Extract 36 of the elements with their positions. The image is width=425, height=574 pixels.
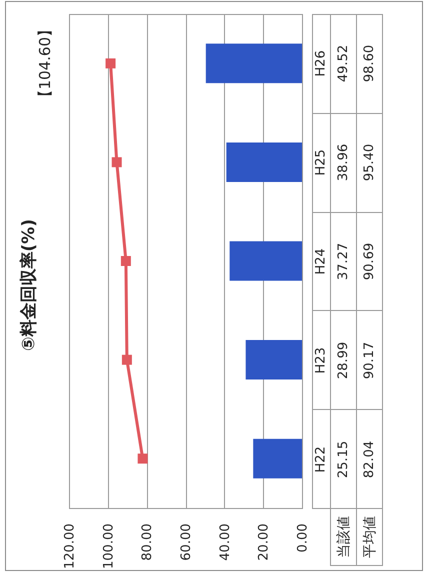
bar bbox=[206, 44, 302, 84]
bar bbox=[226, 142, 302, 182]
point bbox=[122, 354, 132, 365]
x-tick-label: 20.00 bbox=[256, 524, 272, 561]
point bbox=[138, 454, 148, 464]
point bbox=[112, 157, 122, 168]
y-tick-label: H25 bbox=[314, 150, 330, 176]
x-tick-label: 60.00 bbox=[179, 524, 194, 561]
data-label: 90.69 bbox=[362, 242, 377, 280]
x-tick-label: 0.00 bbox=[296, 524, 310, 552]
bar bbox=[230, 241, 302, 281]
bar bbox=[246, 340, 302, 380]
y-tick-label: H22 bbox=[314, 446, 330, 472]
data-label: 98.60 bbox=[362, 45, 377, 82]
data-label: 82.04 bbox=[362, 440, 377, 478]
data-label: 95.40 bbox=[362, 144, 377, 182]
bar bbox=[253, 438, 302, 478]
data-label: 28.99 bbox=[336, 342, 351, 379]
x-tick-label: 40.00 bbox=[218, 524, 233, 561]
y-tick-label: H26 bbox=[314, 50, 330, 78]
data-label: 90.17 bbox=[362, 342, 377, 379]
data-label: 25.15 bbox=[336, 440, 351, 478]
text: ⑤料金回収率(%) bbox=[19, 219, 39, 351]
x-tick-label: 120.00 bbox=[62, 524, 78, 569]
text: 【104.60】 bbox=[36, 22, 54, 104]
text: 当該値 bbox=[334, 516, 352, 558]
data-label: 38.96 bbox=[336, 144, 351, 182]
data-label: 37.27 bbox=[336, 242, 351, 280]
point bbox=[106, 58, 116, 68]
y-tick-label: H23 bbox=[314, 347, 330, 374]
x-tick-label: 80.00 bbox=[140, 524, 156, 561]
text: 平均値 bbox=[360, 516, 378, 558]
data-label: 49.52 bbox=[336, 45, 351, 82]
x-tick-label: 100.00 bbox=[101, 524, 116, 569]
point bbox=[120, 256, 131, 266]
y-tick-label: H24 bbox=[314, 248, 330, 275]
